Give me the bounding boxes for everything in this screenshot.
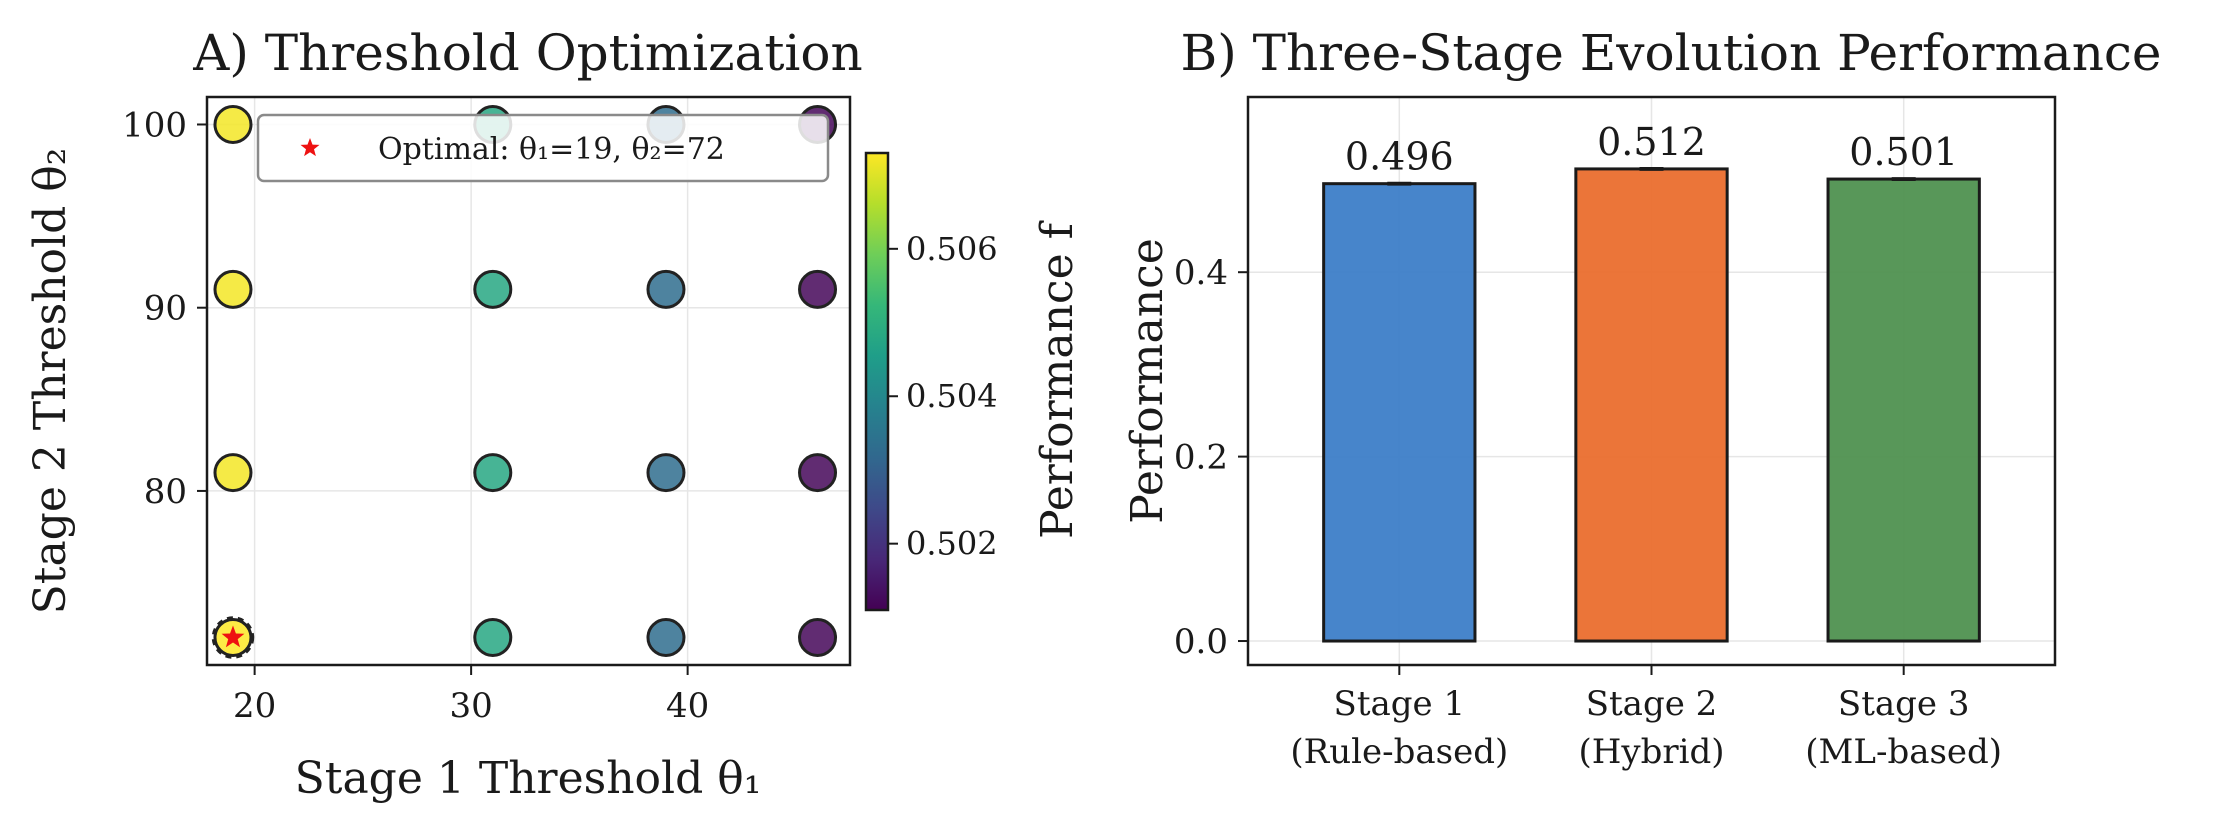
panel-a-xlabel: Stage 1 Threshold θ₁ (295, 753, 762, 804)
panel-b-title: B) Three-Stage Evolution Performance (1180, 24, 2161, 82)
panel-a-ticks: 20 30 40 80 90 100 (122, 105, 709, 726)
scatter-point (213, 104, 253, 144)
colorbar-tick-label: 0.506 (906, 230, 998, 268)
panel-a-legend: Optimal: θ₁=19, θ₂=72 (256, 113, 830, 183)
optimal-star-icon (221, 625, 245, 648)
y-tick-label: 80 (144, 472, 187, 512)
x-tick-label: (ML-based) (1805, 732, 2002, 772)
bar-value-label: 0.496 (1345, 135, 1454, 179)
bar (1574, 167, 1729, 643)
optimal-ring (211, 616, 255, 659)
panel-a-frame (205, 95, 852, 667)
panel-a-ylabel: Stage 2 Threshold θ₂ (25, 148, 76, 615)
panel-b-ticks: 0.0 0.2 0.4 Stage 1 (Rule-based) Stage 2 (Hybr… (1174, 253, 2002, 772)
colorbar-tick-label: 0.502 (906, 525, 998, 563)
x-tick-label: Stage 1 (1334, 684, 1466, 724)
x-tick-label: (Hybrid) (1578, 732, 1724, 772)
y-tick-label: 0.0 (1174, 622, 1228, 662)
bar (1322, 182, 1477, 643)
x-tick-label: 30 (449, 686, 492, 726)
x-tick-label: Stage 2 (1586, 684, 1718, 724)
panel-b: B) Three-Stage Evolution Performance 0.4… (1122, 24, 2162, 772)
panel-a-title: A) Threshold Optimization (192, 24, 862, 82)
panel-b-bars: 0.496 0.512 0.501 (1322, 120, 1981, 643)
scatter-point (213, 269, 253, 309)
x-tick-label: 40 (666, 686, 709, 726)
x-tick-label: 20 (233, 686, 276, 726)
legend-entry-optimal: Optimal: θ₁=19, θ₂=72 (378, 132, 725, 167)
colorbar: 0.502 0.504 0.506 Performance f (864, 151, 1083, 612)
bar-value-label: 0.512 (1597, 120, 1706, 164)
colorbar-gradient (864, 151, 890, 612)
scatter-point (473, 453, 513, 493)
y-tick-label: 100 (122, 105, 187, 145)
colorbar-ticks: 0.502 0.504 0.506 (888, 230, 998, 563)
y-tick-label: 0.2 (1174, 438, 1228, 478)
scatter-point (798, 453, 838, 493)
scatter-point (473, 269, 513, 309)
scatter-point (646, 269, 686, 309)
x-tick-label: (Rule-based) (1290, 732, 1508, 772)
scatter-point (646, 453, 686, 493)
bar (1826, 177, 1981, 643)
scatter-point (473, 618, 513, 658)
scatter-point (798, 269, 838, 309)
panel-a: A) Threshold Optimization 20 30 408090100 … (25, 24, 1083, 804)
colorbar-label: Performance f (1032, 220, 1083, 538)
y-tick-label: 90 (144, 289, 187, 329)
legend-box (256, 113, 830, 183)
colorbar-tick-label: 0.504 (906, 377, 998, 415)
scatter-point (213, 453, 253, 493)
x-tick-label: Stage 3 (1838, 684, 1970, 724)
bar-value-label: 0.501 (1849, 130, 1958, 174)
legend-star-icon (300, 138, 320, 157)
scatter-point (646, 618, 686, 658)
panel-b-ylabel: Performance (1122, 238, 1173, 523)
y-tick-label: 0.4 (1174, 253, 1228, 293)
scatter-point (798, 618, 838, 658)
panel-a-points (211, 104, 838, 659)
